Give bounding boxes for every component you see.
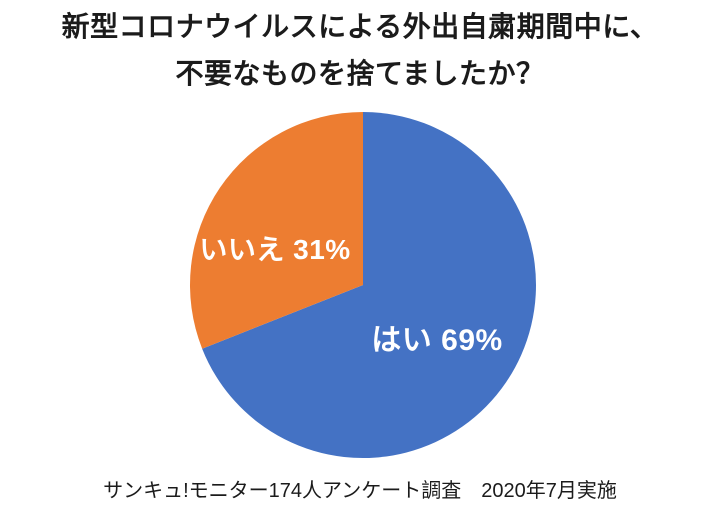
source-note: サンキュ!モニター174人アンケート調査 2020年7月実施 (103, 480, 617, 502)
chart-title-line1: 新型コロナウイルスによる外出自粛期間中に、 (61, 11, 659, 42)
pie-slice-yes (202, 112, 536, 458)
chart-title: 新型コロナウイルスによる外出自粛期間中に、 不要なものを捨てましたか？ (0, 3, 720, 97)
chart-title-line2: 不要なものを捨てましたか？ (175, 58, 545, 89)
pie-slice-no (189, 112, 363, 349)
pie-label-no: いいえ 31% (199, 234, 351, 265)
pie-label-yes: はい 69% (371, 324, 503, 357)
